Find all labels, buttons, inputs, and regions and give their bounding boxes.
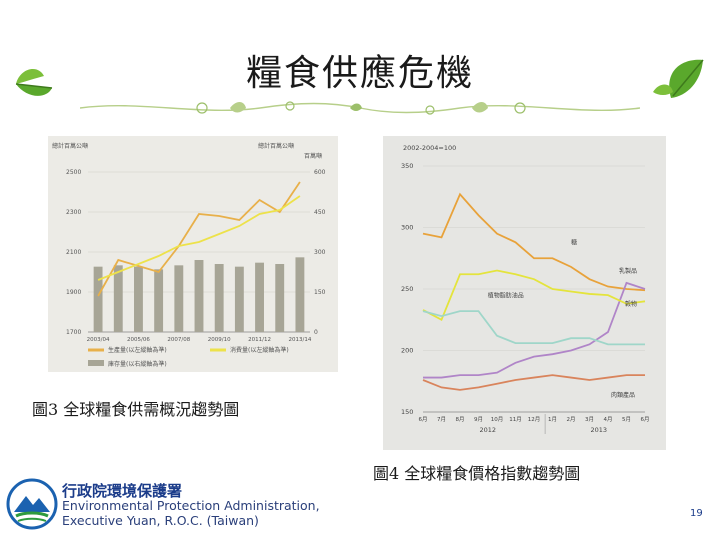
chart3-legend-label: 生產量(以左縱軸為準) xyxy=(108,346,167,354)
org-name-en: Environmental Protection Administration,… xyxy=(62,498,320,528)
chart4-ytick: 300 xyxy=(401,224,413,232)
chart3-bar xyxy=(295,257,305,332)
chart4-series-label: 植物脂肪油品 xyxy=(488,292,524,300)
chart-food-price-index: 2002-2004=100 150 200 250 300 350 糖乳製品植物脂肪油品… xyxy=(383,136,666,450)
chart3-xtick: 2013/14 xyxy=(288,337,311,343)
chart3-ytick-left: 2100 xyxy=(66,249,81,256)
figure3-caption: 圖3 全球糧食供需概況趨勢圖 xyxy=(32,400,240,419)
chart3-ytick-left: 2500 xyxy=(66,169,81,176)
chart3-xtick: 2009/10 xyxy=(208,337,231,343)
chart3-bar xyxy=(214,264,224,332)
chart4-xtick: 12月 xyxy=(528,416,541,423)
chart3-ytick-right: 600 xyxy=(314,169,326,176)
chart3-bar xyxy=(194,260,204,332)
org-name-zh: 行政院環境保護署 xyxy=(62,482,183,500)
chart3-xtick: 2007/08 xyxy=(167,337,190,343)
chart3-bar xyxy=(234,266,244,332)
slide-title: 糧食供應危機 xyxy=(245,53,474,94)
chart4-year-label: 2013 xyxy=(590,426,607,434)
chart4-xtick: 3月 xyxy=(585,416,594,423)
chart4-series-label: 乳製品 xyxy=(619,267,637,275)
chart3-ytick-right: 300 xyxy=(314,249,326,256)
chart3-bar xyxy=(134,266,143,332)
chart4-ytick: 200 xyxy=(401,347,413,355)
chart4-series-label: 穀物 xyxy=(625,300,637,308)
chart4-series-line xyxy=(422,374,645,391)
chart4-ylabel: 2002-2004=100 xyxy=(403,144,456,152)
chart-supply-demand-svg: 總計百萬公噸 總計百萬公噸 百萬噸 1700 1900 2100 2300 2500 0… xyxy=(52,142,326,368)
chart3-bar xyxy=(93,266,103,332)
chart3-legend-label: 庫存量(以右縱軸為準) xyxy=(108,360,167,368)
chart3-series-line xyxy=(97,195,301,281)
chart3-xtick: 2005/06 xyxy=(127,337,150,343)
chart4-xtick: 7月 xyxy=(437,416,446,423)
chart4-xtick: 2月 xyxy=(567,416,576,423)
chart3-series-line xyxy=(97,181,301,297)
chart4-year-label: 2012 xyxy=(479,426,496,434)
leaf-left-icon xyxy=(15,69,53,96)
chart4-series-line xyxy=(422,269,646,322)
chart3-xtick: 2003/04 xyxy=(87,337,110,343)
chart3-bar xyxy=(174,265,184,332)
chart4-ytick: 350 xyxy=(401,162,413,170)
chart4-xtick: 5月 xyxy=(622,416,631,423)
chart4-series-label: 肉類產品 xyxy=(611,391,635,399)
chart4-xtick: 6月 xyxy=(641,416,650,423)
chart4-xtick: 1月 xyxy=(548,416,557,423)
chart4-xtick: 11月 xyxy=(509,416,522,423)
chart4-xtick: 10月 xyxy=(491,416,504,423)
chart3-legend-swatch xyxy=(88,360,104,366)
chart3-bar xyxy=(255,262,264,332)
chart3-bar xyxy=(275,264,285,332)
chart4-ytick: 150 xyxy=(401,408,413,416)
chart4-ytick: 250 xyxy=(401,285,413,293)
chart3-xtick: 2011/12 xyxy=(248,337,271,343)
chart4-xtick: 6月 xyxy=(419,416,428,423)
chart3-left-axis-title: 總計百萬公噸 xyxy=(52,142,88,150)
chart4-xtick: 8月 xyxy=(456,416,465,423)
chart3-bar xyxy=(154,269,164,332)
chart4-xtick: 4月 xyxy=(604,416,613,423)
page-number: 19 xyxy=(690,508,703,519)
chart3-ytick-left: 1700 xyxy=(66,329,81,336)
chart4-series-line xyxy=(422,310,645,346)
chart3-ytick-left: 1900 xyxy=(66,289,81,296)
chart3-right-axis-title: 總計百萬公噸 xyxy=(258,142,294,150)
org-name-en-line2: Executive Yuan, R.O.C. (Taiwan) xyxy=(62,513,259,528)
chart3-ytick-right: 450 xyxy=(314,209,326,216)
chart4-xtick: 9月 xyxy=(474,416,483,423)
epa-logo-icon xyxy=(6,478,58,530)
chart3-legend-label: 消費量(以左縱軸為準) xyxy=(230,346,289,354)
chart3-right-unit: 百萬噸 xyxy=(304,152,322,160)
chart3-ytick-right: 0 xyxy=(314,329,318,336)
chart4-series-line xyxy=(422,192,646,292)
chart4-series-label: 糖 xyxy=(571,239,577,247)
chart3-bar xyxy=(113,265,123,332)
leaf-right-icon xyxy=(653,59,704,98)
chart-supply-demand: 總計百萬公噸 總計百萬公噸 百萬噸 1700 1900 2100 2300 2500 0… xyxy=(48,136,338,372)
vine-divider xyxy=(80,101,640,115)
org-name-en-line1: Environmental Protection Administration, xyxy=(62,498,320,513)
chart4-series-line xyxy=(423,281,646,379)
chart3-ytick-right: 150 xyxy=(314,289,326,296)
figure4-caption: 圖4 全球糧食價格指數趨勢圖 xyxy=(373,464,581,483)
chart3-ytick-left: 2300 xyxy=(66,209,81,216)
chart-food-price-index-svg: 2002-2004=100 150 200 250 300 350 糖乳製品植物脂肪油品… xyxy=(401,144,650,434)
